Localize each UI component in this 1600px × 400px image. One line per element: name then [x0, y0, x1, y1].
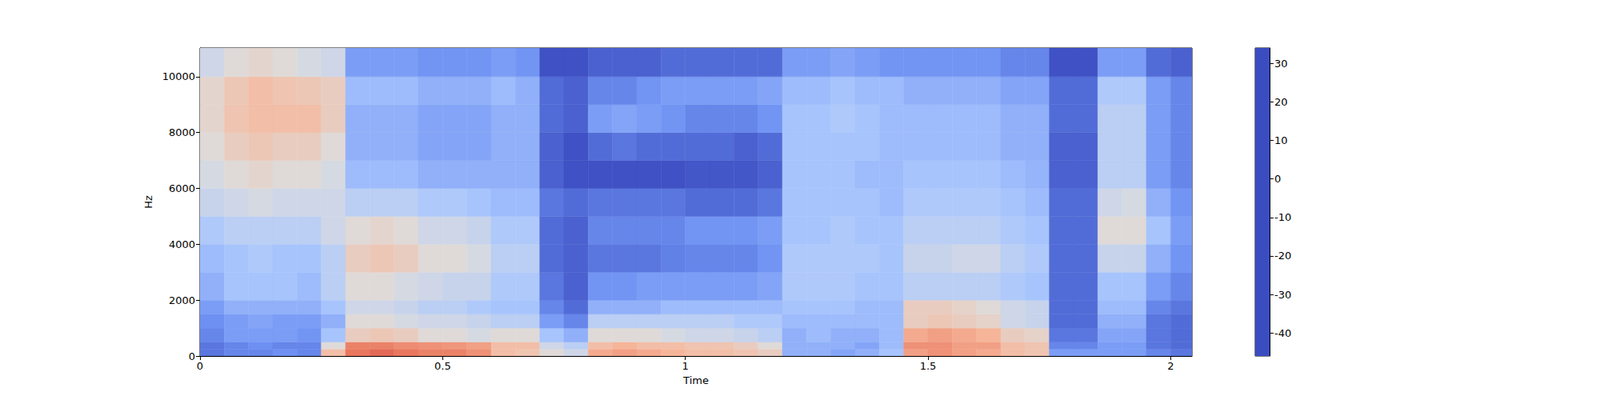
svg-text:0: 0 [1274, 172, 1281, 185]
svg-text:0.5: 0.5 [434, 360, 452, 372]
svg-text:1.5: 1.5 [920, 360, 937, 372]
svg-text:Hz: Hz [142, 195, 155, 209]
svg-text:-30: -30 [1274, 288, 1292, 301]
svg-text:1: 1 [682, 360, 689, 372]
svg-text:2000: 2000 [168, 294, 196, 307]
svg-text:0: 0 [196, 360, 204, 372]
svg-text:Time: Time [682, 374, 709, 387]
svg-text:0: 0 [188, 350, 196, 363]
svg-text:20: 20 [1274, 96, 1288, 108]
svg-text:2: 2 [1167, 360, 1174, 372]
svg-text:-10: -10 [1274, 211, 1292, 224]
svg-text:10: 10 [1274, 134, 1288, 147]
svg-text:4000: 4000 [168, 238, 196, 251]
svg-text:-20: -20 [1274, 249, 1292, 262]
svg-text:-40: -40 [1274, 327, 1292, 340]
svg-text:8000: 8000 [168, 126, 196, 139]
svg-text:6000: 6000 [168, 182, 196, 195]
svg-text:10000: 10000 [162, 70, 196, 83]
svg-text:30: 30 [1274, 57, 1288, 70]
